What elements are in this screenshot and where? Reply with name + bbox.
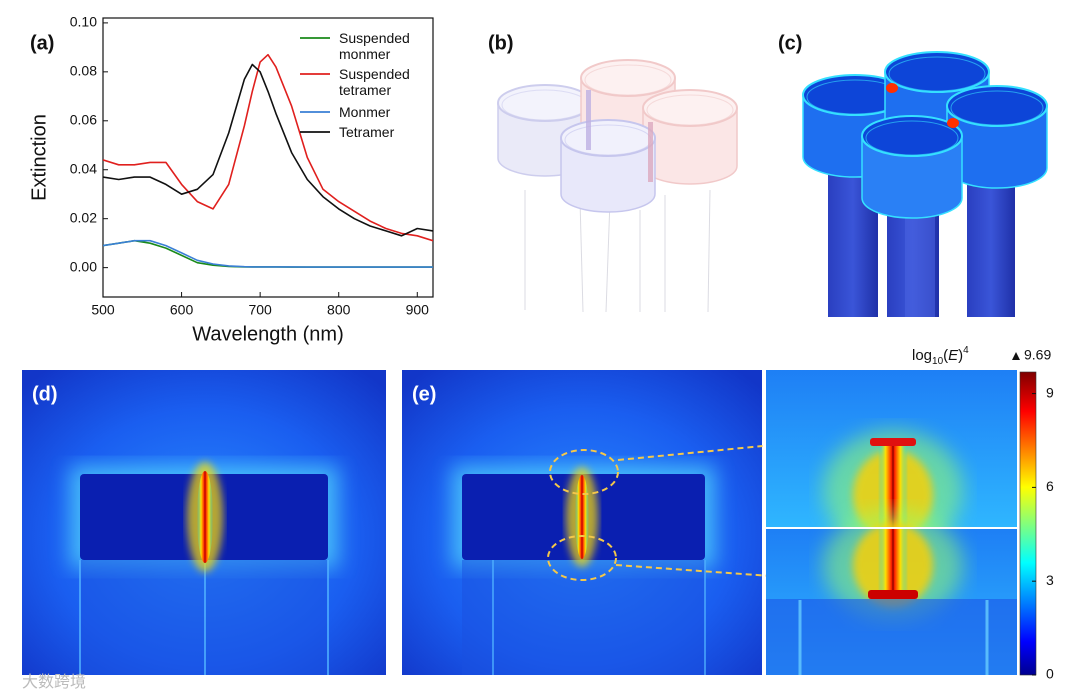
panel-label: (e) — [412, 383, 436, 405]
cylinder-top — [580, 59, 676, 97]
legend-label: Tetramer — [339, 124, 395, 140]
legend-label: Monmer — [339, 104, 391, 120]
x-tick-label: 600 — [170, 302, 194, 318]
y-tick-label: 0.00 — [70, 258, 97, 274]
x-axis-title: Wavelength (nm) — [192, 323, 344, 345]
panel-label: (d) — [32, 383, 58, 405]
cylinder-top — [946, 85, 1048, 127]
cylinder-rim — [888, 56, 986, 92]
field-map-e: (e) — [402, 370, 1017, 675]
x-tick-label: 500 — [91, 302, 115, 318]
series-line — [103, 239, 433, 268]
colorbar-tick-label: 3 — [1046, 572, 1054, 588]
cylinder-rim — [950, 90, 1044, 126]
hotspot — [648, 122, 653, 182]
hotspot — [947, 118, 959, 128]
cylinder-top — [884, 51, 990, 93]
y-tick-label: 0.02 — [70, 209, 97, 225]
x-tick-label: 700 — [248, 302, 272, 318]
x-tick-label: 900 — [406, 302, 430, 318]
legend-label: Suspended tetramer — [339, 66, 410, 98]
plot-frame — [102, 17, 434, 298]
cylinder-rim — [865, 120, 959, 156]
colorbar-max-label: 9.69 — [1024, 347, 1051, 363]
colorbar-tick-label: 6 — [1046, 478, 1054, 494]
label-part: E — [948, 347, 959, 364]
cylinder-rim — [584, 64, 672, 96]
y-tick-label: 0.08 — [70, 63, 97, 79]
y-tick-label: 0.10 — [70, 14, 97, 30]
label-part: 4 — [963, 345, 969, 356]
series-line — [103, 63, 433, 237]
render-b — [497, 59, 738, 313]
legend-label: Suspended monmer — [339, 30, 410, 62]
y-tick-label: 0.04 — [70, 160, 97, 176]
hotspot — [886, 83, 898, 93]
cylinder-top — [560, 119, 656, 157]
colorbar-tick-label: 9 — [1046, 384, 1054, 400]
series-line — [103, 53, 433, 242]
colorbar-tick-label: 0 — [1046, 666, 1054, 682]
label-part: ) — [958, 347, 963, 364]
label-part: log — [912, 347, 932, 364]
max-marker — [1012, 352, 1020, 360]
render-c — [802, 51, 1048, 317]
label-part: ( — [943, 347, 948, 364]
label-part: 10 — [932, 356, 944, 367]
field-map-d: (d) — [22, 370, 386, 675]
colorbar-label: log10(E)4 — [912, 345, 969, 367]
cylinder-top — [861, 115, 963, 157]
colorbar: log10(E)4 9.69 0 3 6 9 — [912, 345, 1054, 682]
panel-label: (b) — [488, 32, 514, 54]
cylinder-rim — [646, 94, 734, 126]
cylinder-top — [642, 89, 738, 127]
watermark: 大数跨境 — [22, 672, 86, 691]
y-axis-title: Extinction — [28, 114, 50, 201]
y-tick-label: 0.06 — [70, 111, 97, 127]
x-tick-label: 800 — [327, 302, 351, 318]
hotspot — [586, 90, 591, 150]
panel-label: (a) — [30, 32, 54, 54]
series-line — [103, 239, 433, 268]
panel-label: (c) — [778, 32, 802, 54]
